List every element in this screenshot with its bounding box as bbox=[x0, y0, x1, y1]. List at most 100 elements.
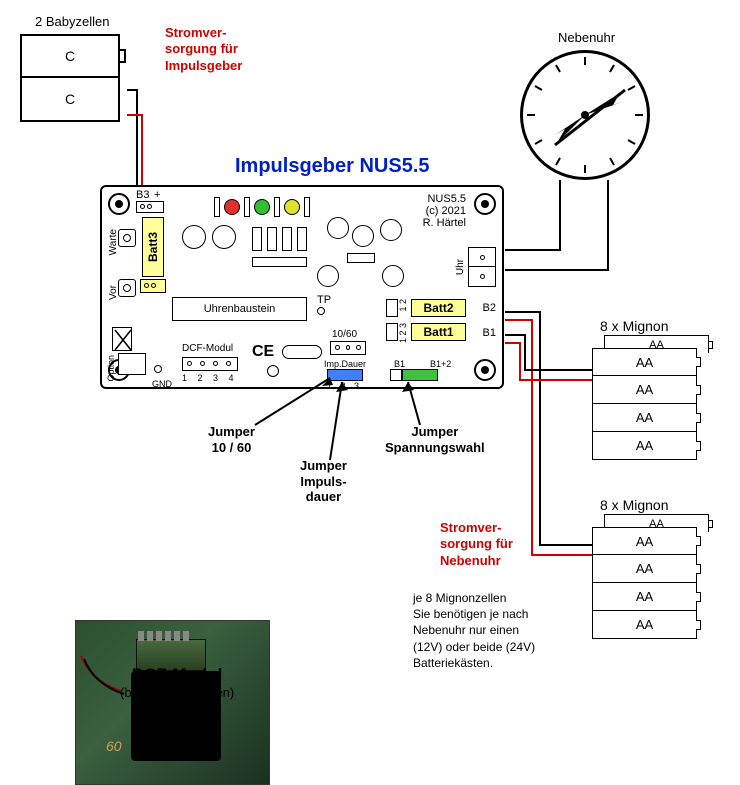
line: Jumper bbox=[208, 424, 255, 440]
uhr-conn bbox=[468, 247, 496, 287]
led-row bbox=[214, 197, 310, 217]
j123-label: 1 2 3 bbox=[398, 323, 408, 343]
batt2-label: Batt2 bbox=[423, 301, 453, 315]
cap bbox=[327, 217, 349, 239]
comp bbox=[347, 253, 375, 263]
aa-label: AA bbox=[636, 561, 653, 576]
page-title: Impulsgeber NUS5.5 bbox=[235, 155, 430, 178]
batt3-box: Batt3 bbox=[142, 217, 164, 277]
j12-label: 1 2 bbox=[398, 299, 408, 312]
led-red bbox=[224, 199, 240, 215]
battery-c-2-label: C bbox=[65, 91, 75, 107]
option-block bbox=[118, 353, 146, 375]
mignon-desc: je 8 Mignonzellen Sie benötigen je nach … bbox=[413, 590, 535, 671]
b1-only-label: B1 bbox=[394, 359, 405, 369]
led-yellow bbox=[284, 199, 300, 215]
line: (12V) oder beide (24V) bbox=[413, 639, 535, 655]
plus-label: + bbox=[154, 189, 160, 201]
uhr-label: Uhr bbox=[455, 259, 466, 275]
pcb-hole bbox=[474, 359, 496, 381]
b1-label: B1 bbox=[483, 327, 496, 339]
batt1-box: Batt1 bbox=[411, 323, 466, 341]
dcf-subtitle: (bündig aufstecken) bbox=[120, 685, 234, 700]
nebenuhr-note: Stromver- sorgung für Nebenuhr bbox=[440, 520, 513, 569]
pcb-hole bbox=[474, 193, 496, 215]
aa-label: AA bbox=[636, 617, 653, 632]
mignon-label-1: 8 x Mignon bbox=[600, 318, 668, 334]
note-line: sorgung für bbox=[165, 41, 242, 57]
silk-copy: (c) 2021 bbox=[426, 205, 466, 217]
mignon-pack-1: AA AA AA AA bbox=[592, 348, 697, 460]
line: Jumper bbox=[385, 424, 485, 440]
crystal bbox=[282, 345, 322, 359]
line: Spannungswahl bbox=[385, 440, 485, 456]
dcf-caption: DCF-Modul (bündig aufstecken) bbox=[120, 665, 234, 700]
spannung-jumper[interactable] bbox=[402, 369, 438, 381]
b1plus2-label: B1+2 bbox=[430, 359, 451, 369]
uhrenbaustein-label: Uhrenbaustein bbox=[204, 303, 276, 315]
aa-label: AA bbox=[636, 355, 653, 370]
dcf-photo: 60 bbox=[75, 620, 270, 785]
weee-icon bbox=[112, 327, 132, 351]
warte-button[interactable] bbox=[118, 229, 136, 247]
pins123: 1 2 3 bbox=[327, 381, 362, 391]
pcb-hole bbox=[108, 193, 130, 215]
mignon-label-2: 8 x Mignon bbox=[600, 497, 668, 513]
line: Nebenuhr bbox=[440, 553, 513, 569]
comp bbox=[252, 257, 307, 267]
pins1234: 1 2 3 4 bbox=[182, 373, 238, 383]
batt2-box: Batt2 bbox=[411, 299, 466, 317]
jumper-spannung-text: Jumper Spannungswahl bbox=[385, 424, 485, 455]
pcb-board: B3 + Batt3 Warte Vor NUS5.5 (c) 2021 R. … bbox=[100, 185, 504, 389]
line: Sie benötigen je nach bbox=[413, 606, 535, 622]
note-line: Stromver- bbox=[165, 25, 242, 41]
batt3-conn bbox=[140, 279, 166, 293]
cap bbox=[212, 225, 236, 249]
aa-label: AA bbox=[636, 382, 653, 397]
nebenuhr-label: Nebenuhr bbox=[558, 30, 615, 45]
uhrenbaustein: Uhrenbaustein bbox=[172, 297, 307, 321]
line: sorgung für bbox=[440, 536, 513, 552]
impulsgeber-note: Stromver- sorgung für Impulsgeber bbox=[165, 25, 242, 74]
dcf-label-pcb: DCF-Modul bbox=[182, 343, 233, 354]
led-green bbox=[254, 199, 270, 215]
aa-label: AA bbox=[636, 438, 653, 453]
battery-c-1: C bbox=[20, 34, 120, 78]
batt3-label: Batt3 bbox=[146, 232, 160, 262]
line: dauer bbox=[300, 489, 347, 505]
b3-connector bbox=[136, 201, 164, 213]
aa-label: AA bbox=[636, 410, 653, 425]
1060-label: 10/60 bbox=[332, 329, 357, 340]
vor-button[interactable] bbox=[118, 279, 136, 297]
babyzellen-label: 2 Babyzellen bbox=[35, 14, 109, 29]
gnd-label: GND bbox=[152, 379, 172, 389]
aa-label: AA bbox=[636, 589, 653, 604]
b3-label: B3 bbox=[136, 189, 149, 201]
battery-c-2: C bbox=[20, 78, 120, 122]
impdauer-label: Imp.Dauer bbox=[324, 359, 366, 369]
battery-c-1-label: C bbox=[65, 48, 75, 64]
tp-pin bbox=[317, 307, 325, 315]
tp-label: TP bbox=[317, 294, 331, 306]
comp bbox=[267, 227, 277, 251]
option-label: Option bbox=[106, 355, 116, 382]
cap bbox=[317, 265, 339, 287]
comp bbox=[297, 227, 307, 251]
gnd-pin bbox=[154, 365, 162, 373]
line: Stromver- bbox=[440, 520, 513, 536]
1060-jumper[interactable] bbox=[330, 341, 366, 355]
jumper-impuls-text: Jumper Impuls- dauer bbox=[300, 458, 347, 505]
comp bbox=[282, 227, 292, 251]
dcf-pins bbox=[182, 357, 238, 371]
mignon-pack-2: AA AA AA AA bbox=[592, 527, 697, 639]
b2-label: B2 bbox=[483, 302, 496, 314]
impdauer-jumper[interactable] bbox=[327, 369, 363, 381]
silk-author: R. Härtel bbox=[423, 217, 466, 229]
comp bbox=[252, 227, 262, 251]
note-line: Impulsgeber bbox=[165, 58, 242, 74]
clock-face bbox=[520, 50, 650, 180]
cap bbox=[382, 265, 404, 287]
line: Jumper bbox=[300, 458, 347, 474]
batt1-label: Batt1 bbox=[423, 325, 453, 339]
aa-label: AA bbox=[636, 534, 653, 549]
